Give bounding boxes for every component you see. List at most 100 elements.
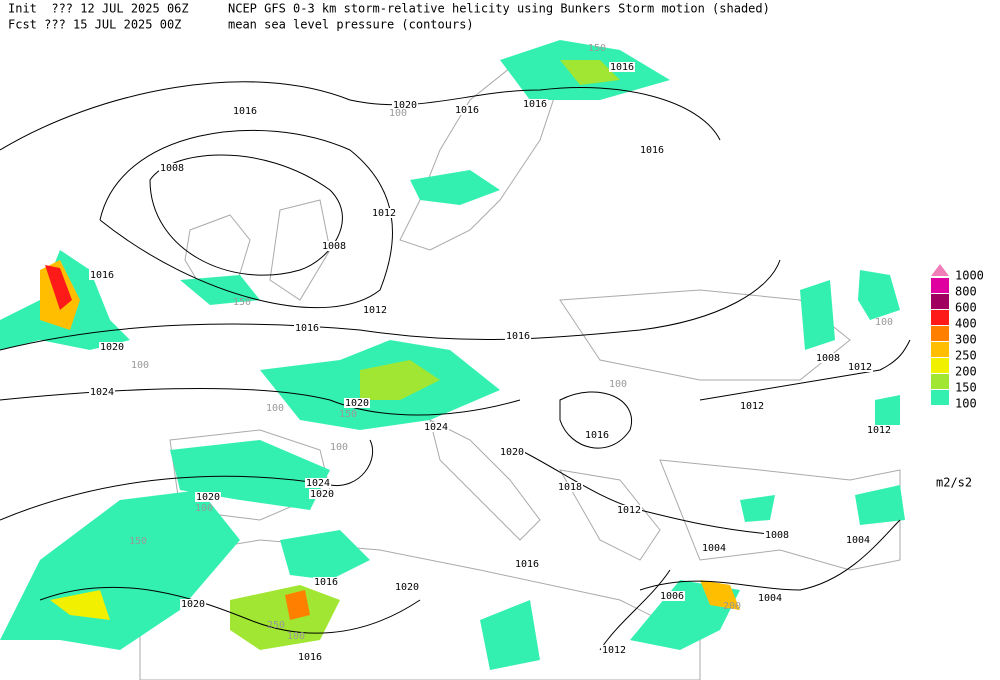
- pressure-label: 1016: [455, 105, 479, 116]
- label-bg: [159, 163, 185, 173]
- helicity-label: 150: [233, 297, 251, 308]
- pressure-label: 1016: [90, 270, 114, 281]
- legend: 1000 800 600 400 300 250 200 150 100 m2/s2: [931, 264, 984, 490]
- pressure-label: 1012: [848, 362, 872, 373]
- pressure-label: 1016: [585, 430, 609, 441]
- label-bg: [609, 62, 635, 72]
- pressure-label: 1016: [610, 62, 634, 73]
- pressure-label: 1004: [702, 543, 726, 554]
- label-bg: [601, 645, 627, 655]
- helicity-label: 100: [389, 108, 407, 119]
- label-bg: [584, 430, 610, 440]
- pressure-label: 1008: [160, 163, 184, 174]
- pressure-label: 1008: [765, 530, 789, 541]
- legend-swatch: [931, 342, 949, 357]
- pressure-label: 1004: [758, 593, 782, 604]
- pressure-label: 1008: [322, 241, 346, 252]
- init-time: Init ??? 12 JUL 2025 06Z: [8, 2, 189, 16]
- label-bg: [847, 362, 873, 372]
- legend-swatch: [931, 294, 949, 309]
- pressure-label: 1020: [100, 342, 124, 353]
- helicity-label: 100: [266, 403, 284, 414]
- legend-label: 100: [955, 397, 977, 411]
- legend-label: 200: [955, 365, 977, 379]
- pressure-label: 1012: [602, 645, 626, 656]
- pressure-label: 1012: [372, 208, 396, 219]
- legend-swatch: [931, 278, 949, 293]
- legend-swatch: [931, 390, 949, 405]
- legend-swatch: [931, 310, 949, 325]
- pressure-label: 1020: [500, 447, 524, 458]
- label-bg: [313, 577, 339, 587]
- pressure-label: 1020: [393, 100, 417, 111]
- helicity-label: 100: [875, 317, 893, 328]
- pressure-label: 1016: [295, 323, 319, 334]
- pressure-label: 1012: [363, 305, 387, 316]
- label-bg: [616, 505, 642, 515]
- pressure-label: 1012: [867, 425, 891, 436]
- label-bg: [294, 323, 320, 333]
- legend-swatch: [931, 326, 949, 341]
- pressure-label: 1016: [515, 559, 539, 570]
- pressure-label: 1020: [395, 582, 419, 593]
- label-bg: [394, 582, 420, 592]
- helicity-label: 100: [330, 442, 348, 453]
- pressure-label: 1004: [846, 535, 870, 546]
- label-bg: [89, 387, 115, 397]
- pressure-label: 1018: [558, 482, 582, 493]
- helicity-label: 150: [339, 409, 357, 420]
- label-bg: [392, 100, 418, 110]
- pressure-label: 1016: [640, 145, 664, 156]
- label-bg: [557, 482, 583, 492]
- legend-label: 600: [955, 301, 977, 315]
- pressure-label: 1016: [314, 577, 338, 588]
- pressure-label: 1006: [660, 591, 684, 602]
- helicity-label: 100: [131, 360, 149, 371]
- helicity-label: 200: [723, 601, 741, 612]
- helicity-label: 150: [129, 536, 147, 547]
- pressure-label: 1016: [233, 106, 257, 117]
- label-bg: [454, 105, 480, 115]
- pressure-label: 1020: [345, 398, 369, 409]
- map-subtitle: mean sea level pressure (contours): [228, 18, 474, 32]
- label-bg: [371, 208, 397, 218]
- label-bg: [309, 489, 335, 499]
- helicity-label: 100: [287, 631, 305, 642]
- label-bg: [180, 599, 206, 609]
- label-bg: [757, 593, 783, 603]
- pressure-label: 1024: [306, 478, 330, 489]
- helicity-label: 100: [195, 503, 213, 514]
- legend-label: 250: [955, 349, 977, 363]
- label-bg: [522, 99, 548, 109]
- label-bg: [305, 478, 331, 488]
- pressure-label: 1012: [617, 505, 641, 516]
- pressure-label: 1008: [816, 353, 840, 364]
- coastlines: [139, 59, 901, 680]
- label-bg: [845, 535, 871, 545]
- label-bg: [499, 447, 525, 457]
- helicity-label: 150: [588, 43, 606, 54]
- map-title: NCEP GFS 0-3 km storm-relative helicity …: [228, 2, 770, 16]
- legend-label: 800: [955, 285, 977, 299]
- label-bg: [514, 559, 540, 569]
- label-bg: [195, 492, 221, 502]
- label-bg: [505, 331, 531, 341]
- pressure-label: 1020: [196, 492, 220, 503]
- pressure-contours: [0, 81, 911, 651]
- forecast-time: Fcst ??? 15 JUL 2025 00Z: [8, 18, 181, 32]
- label-bg: [99, 342, 125, 352]
- legend-label: 150: [955, 381, 977, 395]
- legend-label: 300: [955, 333, 977, 347]
- legend-label: 1000: [955, 269, 984, 283]
- helicity-shading: [0, 40, 905, 670]
- pressure-label: 1016: [298, 652, 322, 663]
- legend-label: 400: [955, 317, 977, 331]
- label-bg: [362, 305, 388, 315]
- label-bg: [815, 353, 841, 363]
- label-bg: [764, 530, 790, 540]
- label-bg: [321, 241, 347, 251]
- legend-unit: m2/s2: [936, 476, 972, 490]
- pressure-label: 1016: [506, 331, 530, 342]
